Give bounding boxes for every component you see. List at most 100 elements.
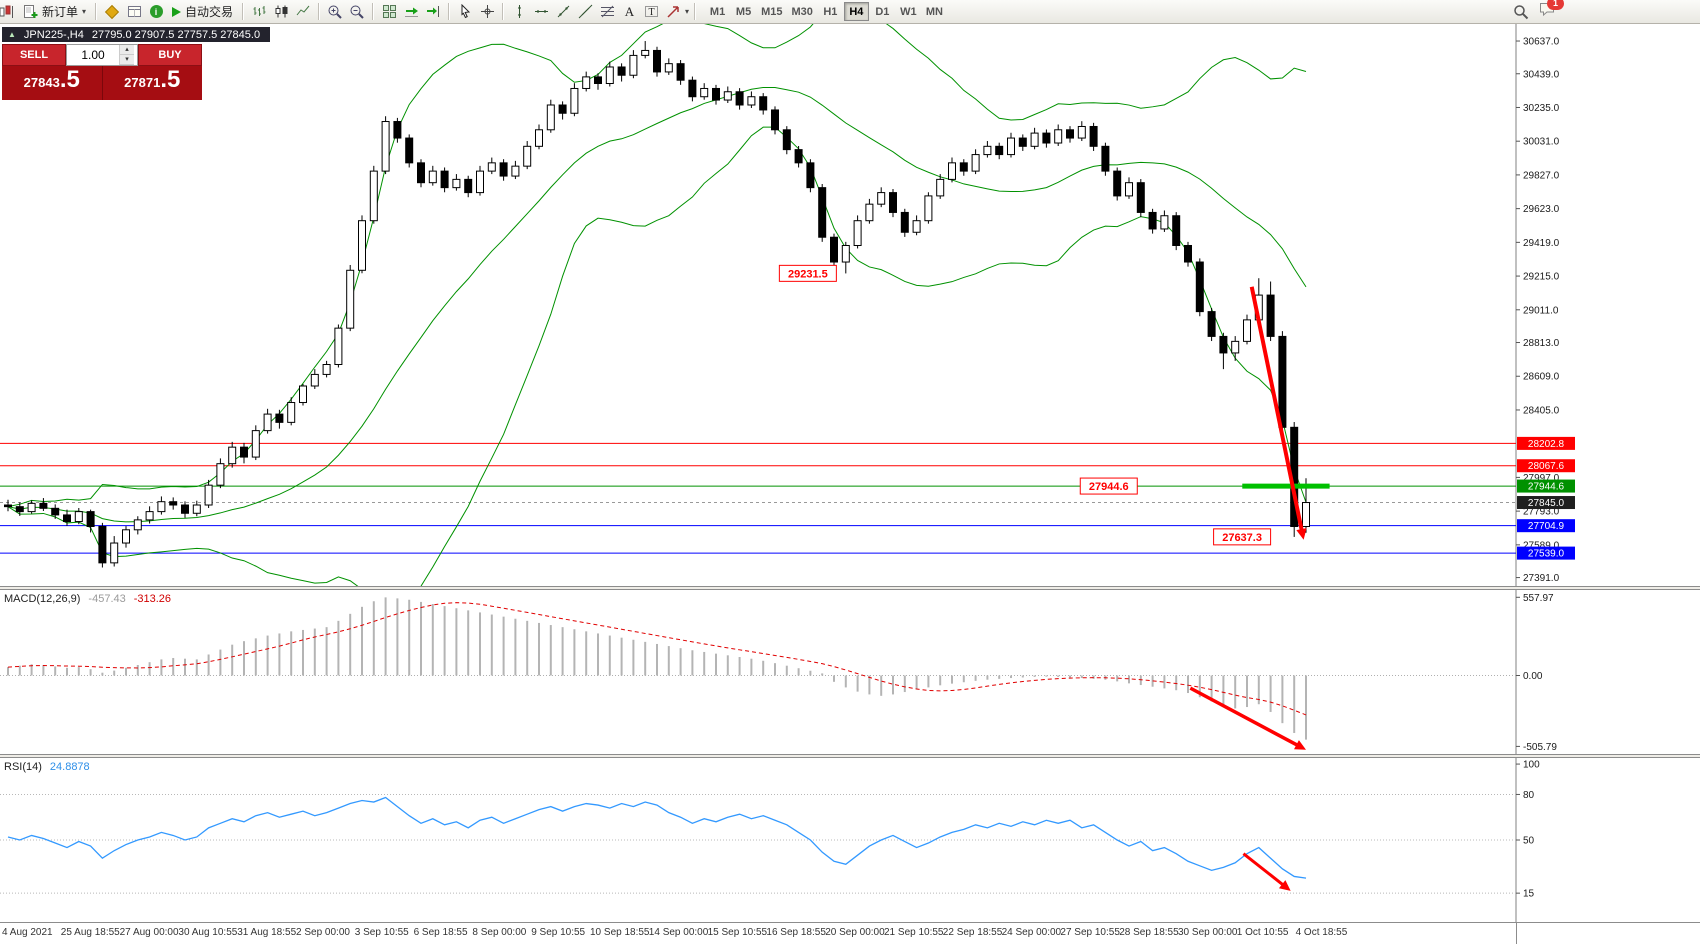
candle [688, 79, 697, 98]
macd-tick-label: -505.79 [1523, 742, 1557, 753]
cursor-icon[interactable] [455, 2, 475, 22]
sell-button[interactable]: SELL [2, 44, 66, 66]
candle [1219, 335, 1228, 354]
candle [1066, 129, 1074, 139]
zoom-out-icon[interactable] [347, 2, 367, 22]
main-chart-canvas[interactable]: 30637.0 30439.0 30235.0 30031.0 29827.0 29623… [0, 24, 1700, 586]
trend-arrow[interactable] [1242, 852, 1287, 889]
candle [499, 162, 508, 177]
symbol-ohlc: 27795.0 27907.5 27757.5 27845.0 [91, 28, 261, 41]
buy-price[interactable]: 27871.5 [102, 66, 202, 100]
time-axis-label: 10 Sep 18:55 [590, 927, 650, 938]
toolbar-separator [242, 3, 245, 20]
terminal-icon[interactable]: i [146, 2, 166, 22]
macd-signal-line [7, 602, 1307, 716]
marketwatch-icon[interactable] [102, 2, 122, 22]
zoom-in-icon[interactable] [325, 2, 345, 22]
trend-arrow-head[interactable] [1294, 740, 1306, 750]
bollinger-upper-band [7, 24, 1307, 508]
candle [912, 220, 921, 233]
price-callout[interactable] [1213, 528, 1272, 546]
volume-decrease-button[interactable]: ▾ [120, 55, 134, 65]
trend-arrow[interactable] [1189, 686, 1302, 749]
candle [369, 170, 378, 222]
panel-splitter[interactable] [0, 586, 1700, 590]
candle [181, 504, 189, 514]
candle [4, 504, 12, 508]
tf-button-m30[interactable]: M30 [787, 2, 816, 21]
volume-increase-button[interactable]: ▴ [120, 45, 134, 55]
bar-chart-icon[interactable] [249, 2, 269, 22]
tf-button-h4[interactable]: H4 [843, 2, 869, 21]
price-tick-label: 28813.0 [1523, 338, 1560, 349]
channel-tool-icon[interactable] [575, 2, 595, 22]
new-order-icon [24, 5, 38, 18]
macd-chart-canvas[interactable]: 557.97 0.00 -505.79 [0, 590, 1700, 754]
candle [86, 511, 95, 527]
macd-panel: 557.97 0.00 -505.79 MACD(12,26,9) -457.43 … [0, 590, 1700, 754]
tf-button-mn[interactable]: MN [922, 2, 947, 21]
candle [535, 129, 543, 147]
trendline-tool-icon[interactable] [553, 2, 573, 22]
axis-price-badge-label: 27944.6 [1528, 482, 1565, 493]
candle [299, 385, 307, 404]
candle [204, 484, 213, 506]
candle [275, 413, 284, 423]
text-tool-icon[interactable]: A [619, 2, 639, 22]
arrows-tool-icon[interactable] [663, 2, 683, 22]
trend-arrow[interactable] [1249, 286, 1305, 535]
crosshair-icon[interactable] [477, 2, 497, 22]
trend-arrow-head[interactable] [1296, 528, 1307, 540]
panel-splitter[interactable] [0, 754, 1700, 758]
candle [983, 145, 992, 156]
new-order-button[interactable]: 新订单 ▾ [19, 1, 90, 22]
line-chart-icon[interactable] [293, 2, 313, 22]
volume-input[interactable] [67, 45, 119, 65]
chart-shift-icon[interactable] [423, 2, 443, 22]
candle [865, 203, 874, 222]
buy-button[interactable]: BUY [138, 44, 202, 66]
tf-button-d1[interactable]: D1 [870, 2, 895, 21]
price-callout[interactable] [778, 264, 837, 282]
notification-badge: 1 [1547, 0, 1564, 10]
time-axis: 4 Aug 2021 25 Aug 18:55 27 Aug 00:00 30 Aug… [0, 922, 1700, 944]
time-axis-label: 31 Aug 18:55 [237, 927, 297, 938]
tf-button-m5[interactable]: M5 [731, 2, 756, 21]
tf-button-w1[interactable]: W1 [896, 2, 921, 21]
tile-windows-icon[interactable] [379, 2, 399, 22]
macd-tick-label: 0.00 [1523, 671, 1543, 682]
new-chart-icon[interactable] [0, 2, 17, 22]
candle [794, 149, 803, 164]
text-label-tool-icon[interactable]: T [641, 2, 661, 22]
sell-price[interactable]: 27843.5 [2, 66, 103, 100]
candle [428, 170, 437, 184]
candle [1136, 182, 1145, 213]
data-window-icon[interactable] [124, 2, 144, 22]
fibonacci-tool-icon[interactable] [597, 2, 617, 22]
candlestick-chart-icon[interactable] [271, 2, 291, 22]
candle [1054, 129, 1063, 144]
vertical-line-tool-icon[interactable] [509, 2, 529, 22]
trend-arrow-head[interactable] [1278, 880, 1291, 891]
candle [1207, 311, 1216, 337]
price-callout[interactable] [1079, 477, 1138, 495]
autotrade-button[interactable]: 自动交易 [168, 1, 237, 22]
rsi-chart-canvas[interactable]: 100 80 50 15 [0, 758, 1700, 922]
auto-scroll-icon[interactable] [401, 2, 421, 22]
tf-button-h1[interactable]: H1 [818, 2, 843, 21]
price-callout-label: 29231.5 [788, 268, 828, 280]
time-axis-label: 30 Aug 10:55 [178, 927, 238, 938]
notifications-button[interactable]: 1 [1539, 0, 1564, 22]
tf-button-m1[interactable]: M1 [705, 2, 730, 21]
svg-text:A: A [624, 4, 634, 19]
candle [1243, 319, 1251, 342]
price-tick-label: 29419.0 [1523, 238, 1560, 249]
tf-button-m15[interactable]: M15 [757, 2, 786, 21]
caret-down-icon[interactable]: ▾ [685, 7, 690, 16]
horizontal-line-tool-icon[interactable] [531, 2, 551, 22]
candle [157, 501, 166, 513]
axis-price-badge [1517, 479, 1575, 493]
price-tick-label: 28609.0 [1523, 372, 1560, 383]
candle [346, 269, 355, 329]
search-icon[interactable] [1511, 2, 1531, 22]
